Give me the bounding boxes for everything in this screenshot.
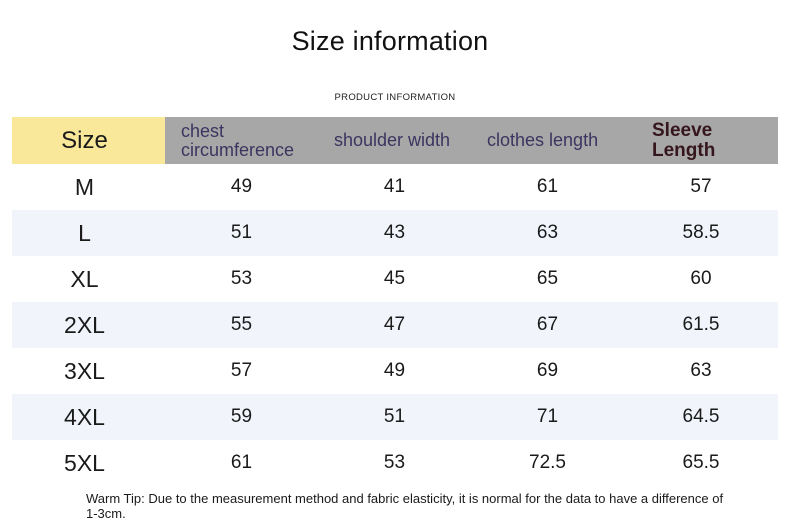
sleeve-cell: 58.5 (624, 210, 778, 256)
header-shoulder-width: shoulder width (318, 117, 471, 164)
shoulder-cell: 51 (318, 394, 471, 440)
table-row: XL 53 45 65 60 (12, 256, 778, 302)
shoulder-cell: 53 (383, 452, 406, 473)
length-cell: 72.5 (529, 452, 566, 473)
table-row: 4XL 59 51 71 64.5 (12, 394, 778, 440)
length-cell: 63 (471, 210, 624, 256)
header-row: Size chest circumference shoulder width … (12, 117, 778, 164)
shoulder-cell: 43 (318, 210, 471, 256)
sleeve-cell: 65.5 (682, 452, 720, 473)
header-chest-circumference: chest circumference (165, 117, 318, 164)
sleeve-cell: 61.5 (624, 302, 778, 348)
size-cell: 5XL (64, 449, 105, 476)
sleeve-cell: 60 (690, 268, 712, 289)
size-cell: M (74, 173, 95, 200)
section-subtitle: PRODUCT INFORMATION (334, 92, 456, 103)
table-row: 3XL 57 49 69 63 (12, 348, 778, 394)
header-clothes-length: clothes length (471, 117, 624, 164)
table-row: L 51 43 63 58.5 (12, 210, 778, 256)
chest-cell: 51 (165, 210, 318, 256)
length-cell: 61 (536, 176, 559, 197)
shoulder-cell: 49 (383, 360, 406, 381)
shoulder-cell: 47 (318, 302, 471, 348)
shoulder-cell: 41 (383, 176, 406, 197)
size-cell: 3XL (64, 357, 105, 384)
sleeve-cell: 57 (690, 176, 712, 197)
size-cell: XL (70, 265, 99, 292)
size-table-header: Size chest circumference shoulder width … (12, 117, 778, 164)
chest-cell: 55 (165, 302, 318, 348)
chest-cell: 53 (230, 268, 253, 289)
length-cell: 65 (536, 268, 559, 289)
sleeve-cell: 63 (690, 360, 712, 381)
length-cell: 71 (471, 394, 624, 440)
chest-cell: 61 (230, 452, 253, 473)
chest-cell: 59 (165, 394, 318, 440)
table-row: M 49 41 61 57 (12, 164, 778, 210)
length-cell: 69 (536, 360, 559, 381)
table-row: 2XL 55 47 67 61.5 (12, 302, 778, 348)
chest-cell: 49 (230, 176, 253, 197)
warm-tip-note: Warm Tip: Due to the measurement method … (86, 491, 724, 521)
table-row: 5XL 61 53 72.5 65.5 (12, 440, 778, 486)
size-table-body: M 49 41 61 57 L 51 43 63 58.5 XL 53 45 6… (12, 164, 778, 486)
header-sleeve-length: Sleeve Length (624, 117, 778, 164)
page-title: Size information (291, 26, 489, 56)
shoulder-cell: 45 (383, 268, 406, 289)
size-cell: 2XL (12, 302, 165, 348)
chest-cell: 57 (230, 360, 253, 381)
length-cell: 67 (471, 302, 624, 348)
size-cell: L (12, 210, 165, 256)
sleeve-cell: 64.5 (624, 394, 778, 440)
header-size: Size (12, 117, 165, 164)
size-cell: 4XL (12, 394, 165, 440)
size-table: Size chest circumference shoulder width … (12, 117, 778, 486)
